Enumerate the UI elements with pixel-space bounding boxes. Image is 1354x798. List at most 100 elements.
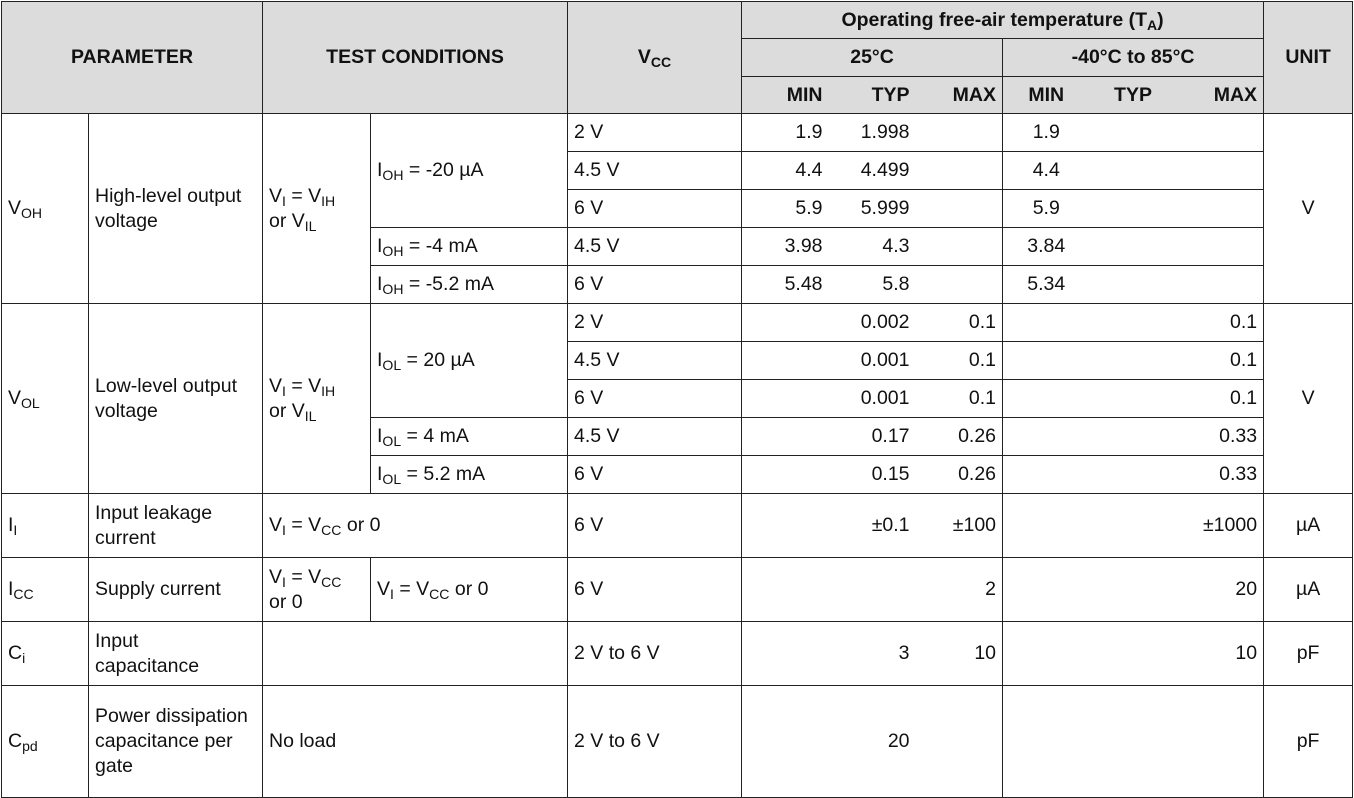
header-min-25: MIN: [741, 76, 829, 114]
max-range-cell: ±1000: [1176, 493, 1265, 558]
table-row: Ci Input capacitance 2 V to 6 V 3 10 10 …: [1, 621, 1354, 686]
current-cond: IOH = -4 mA: [369, 227, 569, 266]
param-desc-ci: Input capacitance: [88, 621, 263, 686]
header-typ-25: TYP: [828, 76, 916, 114]
min-25-cell: 1.9: [741, 113, 829, 152]
max-25-cell: 0.1: [915, 303, 1004, 342]
table-row: II Input leakage current VI = VCC or 0 6…: [1, 493, 1354, 558]
current-cond: IOL = 4 mA: [369, 417, 569, 456]
min-range-cell: [1002, 379, 1090, 418]
typ-25-cell: 3: [828, 621, 916, 686]
min-25-cell: [741, 303, 829, 342]
max-range-cell: 0.1: [1176, 341, 1265, 380]
table-row: 4.5 V 4.4 4.499 4.4: [2, 151, 1353, 190]
max-25-cell: [915, 227, 1004, 266]
header-typ-range: TYP: [1089, 76, 1177, 114]
typ-25-cell: 0.15: [828, 455, 916, 494]
typ-25-cell: 20: [828, 685, 916, 798]
table-row: Cpd Power dissipation capacitance per ga…: [1, 685, 1354, 798]
param-symbol-icc: ICC: [1, 557, 89, 622]
min-range-cell: [1002, 341, 1090, 380]
header-temperature: Operating free-air temperature (TA): [741, 1, 1265, 39]
max-range-cell: 20: [1176, 557, 1265, 622]
min-25-cell: 5.9: [741, 189, 829, 228]
typ-range-cell: [1089, 379, 1177, 418]
typ-25-cell: 5.999: [828, 189, 916, 228]
typ-range-cell: [1089, 685, 1177, 798]
table-row: 6 V 5.9 5.999 5.9: [2, 189, 1353, 228]
max-25-cell: [915, 151, 1004, 190]
vcc-cell: 2 V to 6 V: [567, 685, 743, 798]
cond-ci: [261, 621, 569, 686]
min-25-cell: [741, 379, 829, 418]
max-25-cell: 2: [915, 557, 1004, 622]
table-row: 4.5 V 0.001 0.1 0.1: [2, 341, 1353, 380]
typ-range-cell: [1089, 151, 1177, 190]
min-range-cell: [1002, 455, 1090, 494]
typ-range-cell: [1089, 455, 1177, 494]
typ-25-cell: 0.17: [828, 417, 916, 456]
min-range-cell: 1.9: [1002, 113, 1090, 152]
header-parameter: PARAMETER: [1, 1, 263, 114]
max-range-cell: [1176, 227, 1265, 266]
typ-range-cell: [1089, 341, 1177, 380]
typ-range-cell: [1089, 189, 1177, 228]
header-unit: UNIT: [1263, 1, 1354, 114]
typ-range-cell: [1089, 265, 1177, 304]
typ-25-cell: ±0.1: [828, 493, 916, 558]
header-25c: 25°C: [741, 38, 1004, 77]
max-range-cell: 0.1: [1176, 379, 1265, 418]
vcc-cell: 4.5 V: [567, 151, 743, 190]
vcc-cell: 6 V: [567, 455, 743, 494]
max-25-cell: 0.1: [915, 379, 1004, 418]
typ-25-cell: 4.499: [828, 151, 916, 190]
typ-range-cell: [1089, 303, 1177, 342]
min-25-cell: [741, 685, 829, 798]
param-desc-ii: Input leakage current: [88, 493, 263, 558]
min-range-cell: [1002, 685, 1090, 798]
typ-25-cell: 0.002: [828, 303, 916, 342]
typ-range-cell: [1089, 417, 1177, 456]
cond-icc-1: VI = VCC or 0: [262, 557, 371, 622]
typ-25-cell: 4.3: [828, 227, 916, 266]
max-25-cell: 10: [915, 621, 1004, 686]
param-desc-voh: High-level output voltage: [88, 113, 263, 304]
header-min-range: MIN: [1002, 76, 1090, 114]
current-cond: IOH = -5.2 mA: [369, 265, 569, 304]
header-vcc: VCC: [567, 1, 743, 114]
max-range-cell: [1176, 151, 1265, 190]
vcc-cell: 2 V: [567, 113, 743, 152]
min-range-cell: 5.34: [1002, 265, 1090, 304]
min-range-cell: 4.4: [1002, 151, 1090, 190]
min-range-cell: 5.9: [1002, 189, 1090, 228]
table-row: IOL = 5.2 mA 6 V 0.15 0.26 0.33: [2, 455, 1353, 494]
max-25-cell: 0.26: [915, 455, 1004, 494]
vcc-cell: 2 V to 6 V: [567, 621, 743, 686]
min-25-cell: [741, 621, 829, 686]
max-25-cell: ±100: [915, 493, 1004, 558]
param-symbol-vol: VOL: [1, 303, 89, 494]
table-row: IOH = -5.2 mA 6 V 5.48 5.8 5.34: [2, 265, 1353, 304]
max-25-cell: [915, 685, 1004, 798]
typ-25-cell: 1.998: [828, 113, 916, 152]
min-range-cell: 3.84: [1002, 227, 1090, 266]
vcc-cell: 4.5 V: [567, 227, 743, 266]
max-range-cell: [1176, 113, 1265, 152]
typ-25-cell: 0.001: [828, 379, 916, 418]
typ-range-cell: [1089, 493, 1177, 558]
min-range-cell: [1002, 557, 1090, 622]
param-symbol-ci: Ci: [1, 621, 89, 686]
typ-25-cell: 0.001: [828, 341, 916, 380]
min-range-cell: [1002, 493, 1090, 558]
typ-range-cell: [1089, 227, 1177, 266]
cond-voh: VI = VIH or VIL: [262, 113, 371, 304]
min-25-cell: [741, 493, 829, 558]
min-25-cell: 3.98: [741, 227, 829, 266]
current-cond: IOL = 20 µA: [369, 303, 569, 418]
unit-cpd: pF: [1263, 685, 1354, 798]
max-range-cell: [1176, 685, 1265, 798]
header-max-25: MAX: [915, 76, 1004, 114]
max-25-cell: [915, 189, 1004, 228]
vcc-cell: 6 V: [567, 189, 743, 228]
